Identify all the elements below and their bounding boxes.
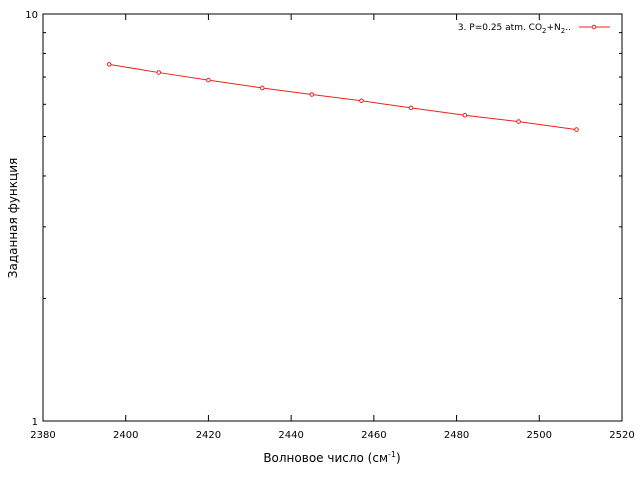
x-tick-label: 2500 — [527, 430, 552, 441]
data-point — [259, 85, 265, 91]
y-tick-label: 10 — [25, 10, 38, 21]
series-points — [106, 62, 579, 132]
x-tick-label: 2440 — [278, 430, 303, 441]
axis-tick-labels: 2380 2400 2420 2440 2460 2480 2500 2520 1 10 — [25, 10, 634, 441]
x-axis-title: Волновое число (см-1) — [263, 450, 400, 465]
data-point — [462, 112, 468, 118]
series-line — [109, 63, 577, 131]
data-point — [206, 77, 211, 83]
x-tick-label: 2420 — [196, 430, 221, 441]
data-point — [574, 127, 579, 132]
axis-ticks — [42, 13, 623, 422]
data-point — [516, 119, 521, 124]
x-tick-label: 2480 — [444, 430, 469, 441]
data-point — [359, 98, 364, 104]
y-tick-label: 1 — [32, 417, 38, 428]
data-point — [408, 105, 414, 111]
data-point — [309, 92, 315, 97]
legend: 3. P=0.25 atm. CO2+N2.. — [458, 23, 610, 35]
series-polyline — [109, 63, 577, 131]
y-axis-title: Заданная функция — [6, 158, 20, 278]
plot-frame — [42, 13, 623, 422]
x-tick-label: 2520 — [609, 430, 634, 441]
data-point — [106, 62, 112, 67]
data-point — [156, 70, 162, 75]
x-tick-label: 2400 — [113, 430, 138, 441]
x-tick-label: 2460 — [361, 430, 386, 441]
legend-label: 3. P=0.25 atm. CO2+N2.. — [458, 23, 571, 35]
legend-marker — [591, 24, 597, 30]
x-tick-label: 2380 — [30, 430, 55, 441]
